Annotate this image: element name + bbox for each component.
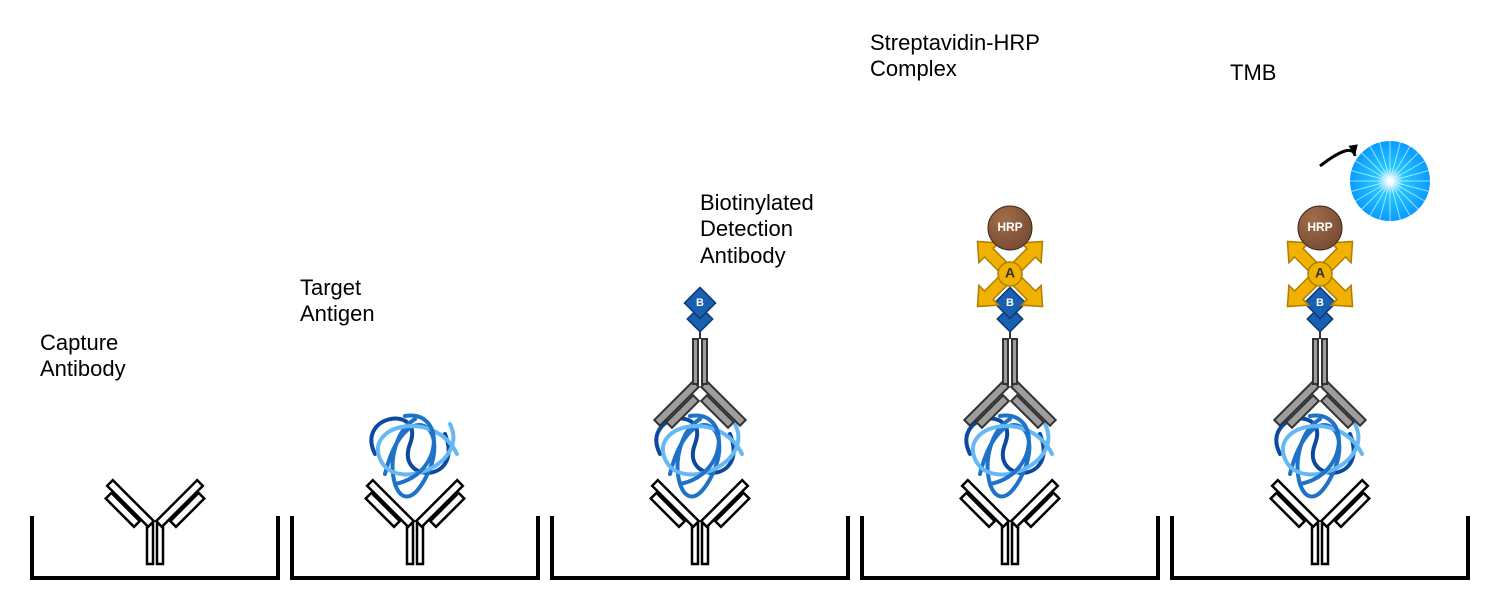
tmb-glow-icon (1350, 141, 1430, 221)
elisa-diagram: Capture Antibody Target Antigen B Biotinyla… (0, 0, 1500, 600)
label-3: Biotinylated Detection Antibody (700, 190, 814, 269)
label-2: Target Antigen (300, 275, 375, 328)
arrow-icon (1320, 144, 1358, 166)
antigen-icon (371, 415, 457, 496)
capture-antibody-icon (100, 480, 210, 564)
label-5: TMB (1230, 60, 1276, 86)
panel-3: B (550, 20, 850, 580)
biotin-icon: B (684, 287, 715, 339)
svg-text:B: B (696, 297, 704, 309)
svg-text:HRP: HRP (1307, 220, 1332, 234)
panel-1 (30, 20, 280, 580)
panel-4: B A HRP (860, 20, 1160, 580)
svg-text:A: A (1005, 265, 1015, 281)
svg-text:B: B (1316, 297, 1324, 309)
hrp-icon: HRP (988, 206, 1032, 250)
svg-text:B: B (1006, 297, 1014, 309)
biotin-icon: B (994, 287, 1025, 339)
biotin-icon: B (1304, 287, 1335, 339)
label-4: Streptavidin-HRP Complex (870, 30, 1040, 83)
hrp-icon: HRP (1298, 206, 1342, 250)
label-1: Capture Antibody (40, 330, 126, 383)
svg-text:HRP: HRP (997, 220, 1022, 234)
panel-5: B A HRP (1170, 20, 1470, 580)
svg-text:A: A (1315, 265, 1325, 281)
